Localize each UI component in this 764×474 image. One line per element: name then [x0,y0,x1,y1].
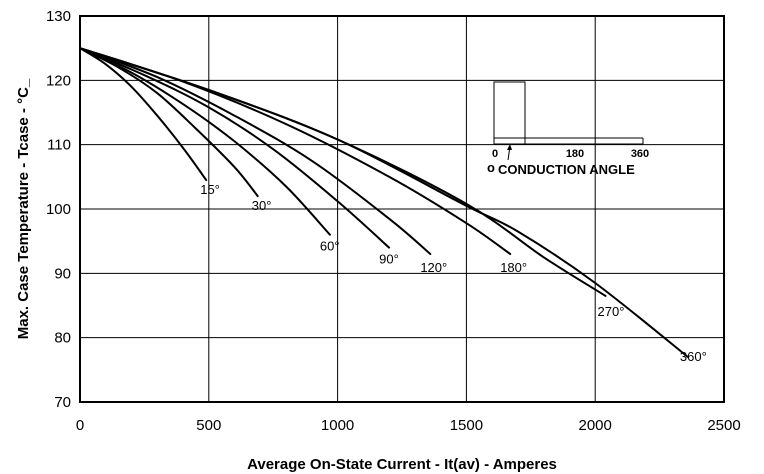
plot-frame [79,15,725,403]
series-label: 120° [420,260,447,275]
x-tick-label: 0 [76,417,84,434]
series-label: 30° [252,198,272,213]
inset-degree-mark: o [487,160,495,175]
y-tick-label: 80 [54,330,71,347]
inset-tick-180: 180 [566,148,584,160]
y-axis-title: Max. Case Temperature - Tcase - °C_ [15,78,32,339]
series-label: 90° [379,252,399,267]
curves [79,47,689,358]
grid [80,16,724,402]
series-line [79,47,259,198]
x-tick-label: 500 [196,417,221,434]
x-tick-label: 2000 [579,417,612,434]
x-axis-title: Average On-State Current - It(av) - Ampe… [247,456,557,473]
y-tick-label: 90 [54,265,71,282]
inset-pulse [493,81,526,144]
series-line [79,47,208,182]
y-tick-label: 100 [46,201,71,218]
inset-arrow-head [507,144,512,150]
series-line [79,47,331,236]
x-tick-label: 2500 [707,417,740,434]
y-tick-label: 110 [47,137,71,154]
series-line [79,47,432,255]
inset-tick-0: 0 [492,148,498,160]
series-line [79,47,391,249]
conduction-angle-inset: 0 180 360 o CONDUCTION ANGLE [487,81,649,177]
tick-labels: 0 500 1000 1500 2000 2500 70 80 90 100 110 120 130 [46,8,741,434]
y-tick-label: 70 [54,394,71,411]
series-line [79,47,689,358]
series-label: 180° [500,260,527,275]
series-label: 360° [680,349,707,364]
x-tick-label: 1000 [321,417,354,434]
x-tick-label: 1500 [450,417,483,434]
inset-title: CONDUCTION ANGLE [498,162,635,177]
series-label: 270° [598,304,625,319]
y-tick-label: 130 [46,8,71,25]
series-label: 15° [200,182,220,197]
curve-labels: 15° 30° 60° 90° 120° 180° 270° 360° [200,182,707,364]
series-label: 60° [320,239,340,254]
inset-tick-360: 360 [631,148,649,160]
y-tick-label: 120 [46,72,71,89]
